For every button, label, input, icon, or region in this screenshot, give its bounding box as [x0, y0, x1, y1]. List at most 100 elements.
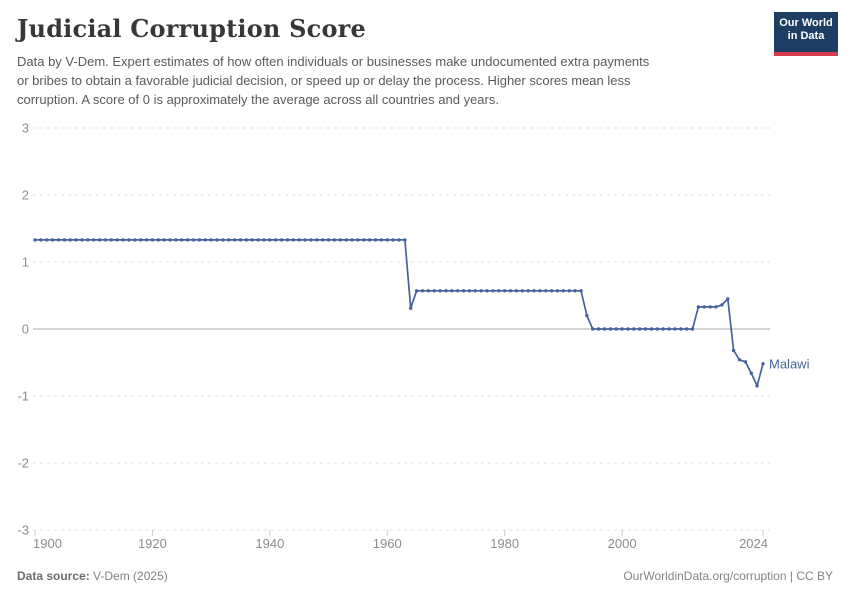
data-point[interactable]	[45, 238, 49, 242]
data-point[interactable]	[332, 238, 337, 242]
data-point[interactable]	[62, 238, 67, 242]
data-point[interactable]	[297, 238, 301, 242]
data-point[interactable]	[731, 348, 736, 353]
data-point[interactable]	[244, 238, 249, 242]
data-point[interactable]	[655, 327, 659, 331]
data-point[interactable]	[579, 289, 583, 293]
data-point[interactable]	[50, 238, 55, 242]
data-point[interactable]	[227, 238, 231, 242]
data-point[interactable]	[373, 238, 378, 242]
data-point[interactable]	[174, 238, 178, 242]
data-point[interactable]	[444, 289, 448, 293]
data-point[interactable]	[532, 289, 536, 293]
data-point[interactable]	[197, 238, 202, 242]
data-point[interactable]	[497, 289, 501, 293]
data-point[interactable]	[573, 289, 577, 293]
data-point[interactable]	[673, 327, 677, 331]
data-point[interactable]	[156, 238, 160, 242]
data-point[interactable]	[285, 238, 290, 242]
data-point[interactable]	[432, 289, 436, 293]
data-point[interactable]	[667, 327, 671, 331]
data-point[interactable]	[367, 238, 372, 242]
data-point[interactable]	[608, 327, 613, 331]
data-point[interactable]	[503, 289, 507, 293]
data-point[interactable]	[420, 289, 425, 293]
data-point[interactable]	[338, 238, 342, 242]
data-point[interactable]	[291, 238, 295, 242]
data-point[interactable]	[485, 289, 489, 293]
data-point[interactable]	[74, 238, 78, 242]
data-point[interactable]	[649, 327, 654, 331]
data-point[interactable]	[626, 327, 630, 331]
data-point[interactable]	[39, 238, 43, 242]
data-point[interactable]	[426, 289, 431, 293]
credit-link[interactable]: OurWorldinData.org/corruption | CC BY	[623, 569, 833, 583]
data-point[interactable]	[56, 238, 61, 242]
data-point[interactable]	[109, 238, 114, 242]
data-point[interactable]	[180, 238, 184, 242]
data-point[interactable]	[538, 289, 542, 293]
data-point[interactable]	[714, 305, 718, 309]
data-point[interactable]	[168, 238, 172, 242]
data-point[interactable]	[185, 238, 190, 242]
data-point[interactable]	[33, 238, 37, 242]
data-point[interactable]	[191, 238, 196, 242]
data-point[interactable]	[115, 238, 119, 242]
data-point[interactable]	[561, 289, 566, 293]
data-point[interactable]	[737, 358, 742, 362]
data-point[interactable]	[303, 238, 307, 242]
data-point[interactable]	[309, 238, 313, 242]
data-point[interactable]	[68, 238, 72, 242]
data-point[interactable]	[602, 327, 607, 331]
data-point[interactable]	[743, 360, 748, 364]
owid-logo[interactable]: Our World in Data	[774, 12, 838, 56]
data-point[interactable]	[726, 297, 730, 301]
data-point[interactable]	[97, 238, 102, 242]
data-point[interactable]	[638, 327, 642, 331]
data-point[interactable]	[720, 303, 724, 307]
data-point[interactable]	[397, 238, 401, 242]
data-point[interactable]	[544, 289, 548, 293]
data-point[interactable]	[438, 289, 442, 293]
data-point[interactable]	[596, 327, 601, 331]
data-point[interactable]	[215, 238, 219, 242]
data-point[interactable]	[643, 327, 648, 331]
data-point[interactable]	[250, 238, 254, 242]
data-point[interactable]	[262, 238, 266, 242]
data-point[interactable]	[520, 289, 524, 293]
data-point[interactable]	[209, 238, 213, 242]
data-point[interactable]	[708, 305, 712, 309]
data-point[interactable]	[274, 238, 278, 242]
data-point[interactable]	[749, 371, 753, 375]
data-point[interactable]	[391, 238, 395, 242]
data-point[interactable]	[279, 238, 284, 242]
data-point[interactable]	[121, 238, 125, 242]
data-point[interactable]	[80, 238, 84, 242]
data-point[interactable]	[150, 238, 155, 242]
data-point[interactable]	[326, 238, 331, 242]
data-point[interactable]	[473, 289, 477, 293]
data-point[interactable]	[232, 238, 237, 242]
data-point[interactable]	[139, 238, 143, 242]
data-point[interactable]	[379, 238, 384, 242]
data-point[interactable]	[549, 289, 554, 293]
data-point[interactable]	[362, 238, 366, 242]
data-point[interactable]	[479, 289, 483, 293]
data-point[interactable]	[350, 238, 354, 242]
data-point[interactable]	[696, 305, 701, 309]
data-point[interactable]	[702, 305, 706, 309]
data-point[interactable]	[526, 289, 530, 293]
data-point[interactable]	[614, 327, 618, 331]
series-end-label[interactable]: Malawi	[769, 356, 810, 371]
data-point[interactable]	[315, 238, 319, 242]
data-point[interactable]	[238, 238, 243, 242]
data-point[interactable]	[403, 238, 407, 242]
data-point[interactable]	[162, 238, 166, 242]
data-point[interactable]	[632, 327, 636, 331]
data-point[interactable]	[385, 238, 389, 242]
data-point[interactable]	[690, 327, 695, 331]
data-point[interactable]	[103, 238, 108, 242]
data-point[interactable]	[456, 289, 460, 293]
data-point[interactable]	[127, 238, 131, 242]
data-point[interactable]	[356, 238, 360, 242]
